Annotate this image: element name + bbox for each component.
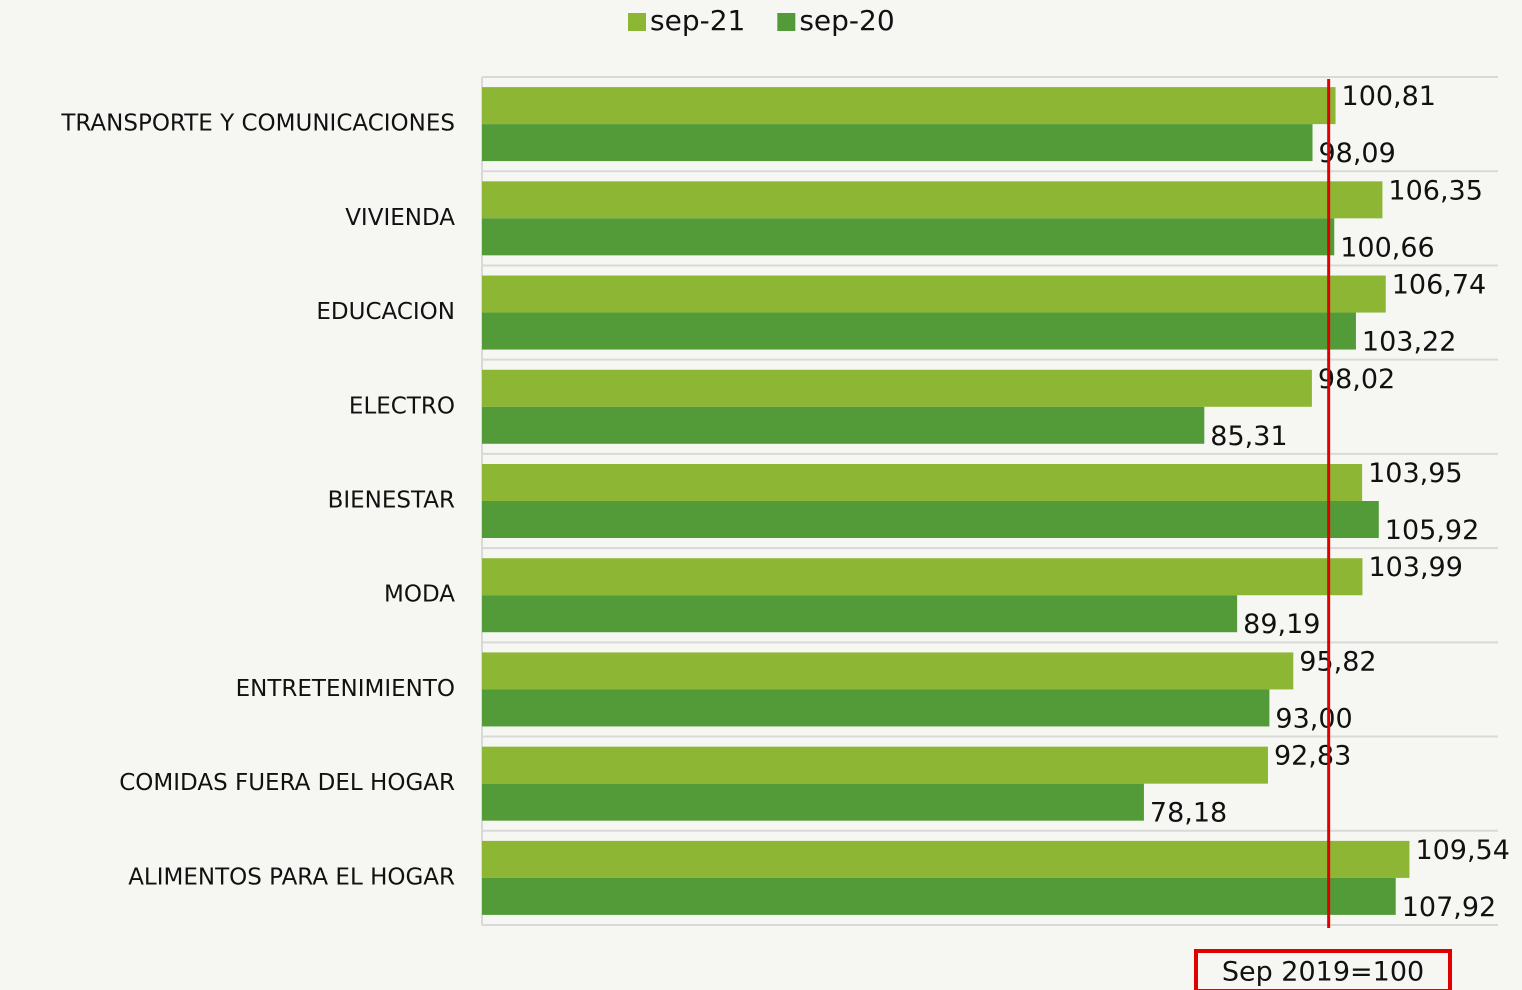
bar: [482, 501, 1379, 538]
bar: [482, 595, 1238, 633]
category-label: EDUCACION: [316, 299, 455, 325]
bar: [482, 689, 1270, 727]
category-label: BIENESTAR: [328, 488, 455, 514]
data-label: 98,09: [1318, 138, 1395, 169]
category-label: TRANSPORTE Y COMUNICACIONES: [60, 111, 455, 137]
annotation: Sep 2019=100: [1222, 957, 1424, 988]
data-label: 103,95: [1368, 458, 1462, 489]
category-label: ELECTRO: [349, 393, 455, 419]
data-label: 100,81: [1342, 81, 1436, 112]
bar: [482, 464, 1363, 501]
data-label: 105,92: [1385, 515, 1479, 546]
data-label: 85,31: [1210, 421, 1287, 452]
bar: [482, 312, 1356, 350]
category-label: ENTRETENIMIENTO: [236, 676, 455, 702]
data-label: 107,92: [1402, 892, 1496, 923]
bar: [482, 87, 1336, 125]
data-label: 89,19: [1243, 609, 1320, 640]
category-label: VIVIENDA: [345, 205, 455, 231]
category-label: ALIMENTOS PARA EL HOGAR: [128, 864, 455, 890]
data-label: 103,22: [1362, 327, 1456, 358]
data-label: 100,66: [1340, 232, 1434, 263]
bar: [482, 218, 1335, 256]
legend-swatch: [777, 13, 796, 31]
bar: [482, 746, 1268, 784]
data-label: 78,18: [1150, 798, 1227, 829]
bar: [482, 840, 1410, 878]
data-label: 93,00: [1275, 703, 1352, 734]
bar: [482, 783, 1144, 821]
legend-swatch: [628, 13, 646, 31]
bar: [482, 877, 1396, 915]
data-label: 106,74: [1392, 270, 1486, 301]
bar: [482, 406, 1205, 444]
data-label: 98,02: [1318, 364, 1395, 395]
legend-label: sep-21: [650, 4, 745, 37]
bar: [482, 558, 1363, 596]
bar: [482, 652, 1294, 690]
legend-label: sep-20: [799, 4, 894, 37]
category-label: MODA: [384, 582, 455, 608]
data-label: 95,82: [1299, 646, 1376, 677]
data-label: 103,99: [1368, 552, 1462, 583]
bar: [482, 181, 1383, 219]
data-label: 106,35: [1388, 175, 1482, 206]
bar: [482, 369, 1312, 407]
bar: [482, 124, 1313, 162]
data-label: 92,83: [1274, 741, 1351, 772]
category-label: COMIDAS FUERA DEL HOGAR: [119, 770, 455, 796]
data-label: 109,54: [1415, 835, 1509, 866]
annotation-box: [1194, 949, 1452, 990]
bar: [482, 275, 1386, 313]
